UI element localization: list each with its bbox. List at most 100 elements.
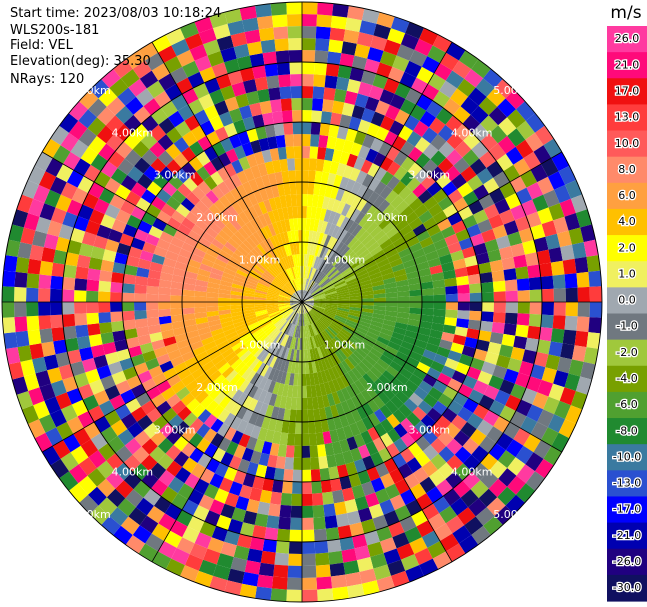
velocity-cell <box>334 314 347 322</box>
velocity-cell <box>497 486 516 506</box>
velocity-cell <box>419 558 439 577</box>
velocity-cell <box>338 229 348 242</box>
velocity-cell <box>337 243 348 256</box>
velocity-cell <box>456 318 470 329</box>
velocity-cell <box>283 244 290 257</box>
velocity-cell <box>430 150 447 167</box>
velocity-cell <box>330 112 342 126</box>
velocity-cell <box>397 290 410 297</box>
velocity-cell <box>414 38 433 57</box>
velocity-cell <box>120 389 136 404</box>
velocity-cell <box>324 264 335 276</box>
velocity-cell <box>290 324 296 337</box>
velocity-cell <box>252 475 265 490</box>
velocity-cell <box>304 278 309 291</box>
velocity-cell <box>319 276 329 286</box>
velocity-cell <box>264 269 276 280</box>
velocity-cell <box>311 336 317 349</box>
velocity-cell <box>356 392 368 406</box>
velocity-cell <box>299 338 302 350</box>
velocity-cell <box>398 403 413 418</box>
velocity-cell <box>279 232 287 245</box>
velocity-cell <box>263 323 274 333</box>
velocity-cell <box>210 267 224 276</box>
velocity-cell <box>98 280 112 292</box>
velocity-cell <box>536 249 551 265</box>
velocity-cell <box>325 298 338 301</box>
velocity-cell <box>349 67 365 82</box>
velocity-cell <box>269 284 282 292</box>
velocity-cell <box>457 302 470 311</box>
velocity-cell <box>230 287 244 293</box>
velocity-cell <box>352 262 365 272</box>
velocity-cell <box>60 404 78 422</box>
velocity-cell <box>349 292 362 297</box>
velocity-cell <box>487 249 502 263</box>
velocity-cell <box>415 435 431 452</box>
velocity-cell <box>134 310 147 320</box>
velocity-cell <box>332 3 349 18</box>
velocity-cell <box>577 302 590 318</box>
velocity-cell <box>216 340 230 350</box>
velocity-cell <box>400 447 415 463</box>
velocity-cell <box>194 312 208 319</box>
velocity-cell <box>239 5 257 21</box>
velocity-cell <box>469 310 482 321</box>
velocity-cell <box>277 274 287 285</box>
colorbar-tick-label: -13.0 <box>613 477 641 490</box>
velocity-cell <box>272 159 282 173</box>
velocity-cell <box>100 160 118 178</box>
velocity-cell <box>243 208 254 222</box>
velocity-cell <box>225 148 239 163</box>
velocity-cell <box>273 564 289 578</box>
velocity-cell <box>210 156 224 172</box>
colorbar-unit-label: m/s <box>610 3 641 23</box>
velocity-cell <box>373 181 387 196</box>
velocity-cell <box>49 176 67 195</box>
velocity-cell <box>293 302 302 311</box>
velocity-cell <box>302 2 318 15</box>
velocity-cell <box>290 361 296 374</box>
velocity-cell <box>167 243 182 255</box>
velocity-cell <box>436 479 453 497</box>
velocity-cell <box>255 289 268 295</box>
velocity-cell <box>320 233 328 246</box>
velocity-cell <box>228 134 242 149</box>
velocity-cell <box>282 286 293 295</box>
velocity-cell <box>429 117 446 135</box>
velocity-cell <box>385 104 401 121</box>
velocity-cell <box>361 290 374 296</box>
velocity-cell <box>181 162 197 178</box>
velocity-cell <box>266 354 275 367</box>
velocity-cell <box>372 344 386 355</box>
velocity-cell <box>122 366 138 381</box>
velocity-cell <box>278 299 291 302</box>
velocity-cell <box>391 377 405 391</box>
velocity-cell <box>224 241 237 253</box>
velocity-cell <box>332 489 345 504</box>
velocity-cell <box>254 374 264 388</box>
velocity-cell <box>231 81 247 97</box>
velocity-cell <box>312 194 319 208</box>
velocity-cell <box>367 163 380 178</box>
velocity-cell <box>421 308 434 316</box>
velocity-cell <box>111 320 125 332</box>
velocity-cell <box>452 525 472 544</box>
velocity-cell <box>341 387 351 401</box>
velocity-cell <box>180 197 195 212</box>
velocity-cell <box>354 266 367 275</box>
velocity-cell <box>79 494 99 515</box>
velocity-cell <box>302 290 306 302</box>
velocity-cell <box>206 130 221 147</box>
velocity-cell <box>123 454 141 472</box>
velocity-cell <box>125 336 140 349</box>
velocity-cell <box>203 175 218 191</box>
velocity-cell <box>194 16 213 34</box>
velocity-cell <box>370 320 384 328</box>
velocity-cell <box>257 427 268 442</box>
velocity-cell <box>110 419 128 436</box>
velocity-cell <box>530 421 548 440</box>
velocity-cell <box>373 309 386 316</box>
velocity-cell <box>218 305 231 311</box>
velocity-cell <box>199 66 216 83</box>
